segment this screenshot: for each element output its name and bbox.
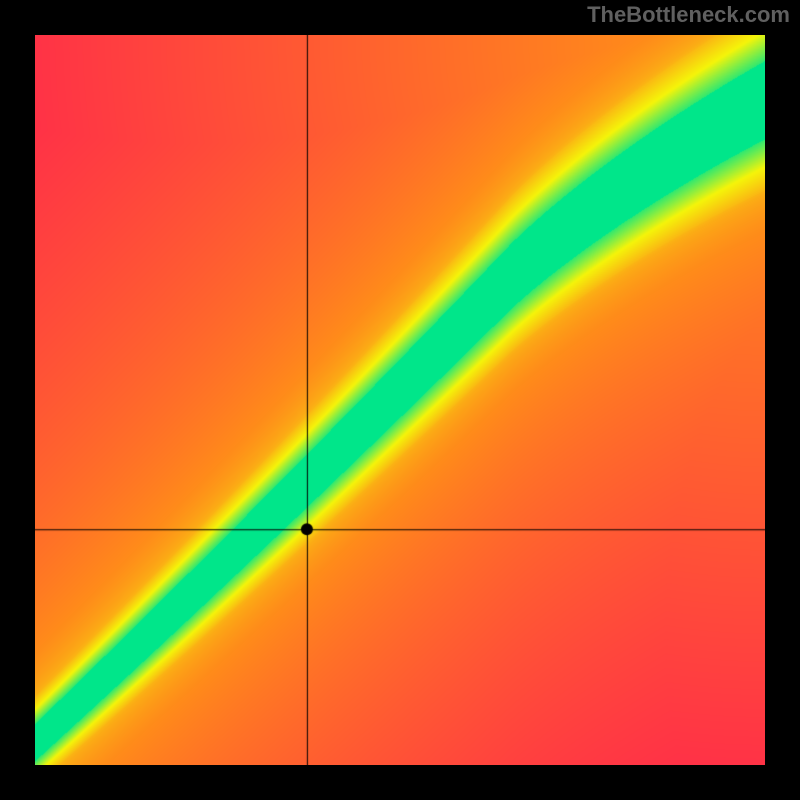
- attribution-label: TheBottleneck.com: [587, 2, 790, 28]
- heatmap-canvas: [35, 35, 765, 765]
- chart-container: TheBottleneck.com: [0, 0, 800, 800]
- plot-area: [35, 35, 765, 765]
